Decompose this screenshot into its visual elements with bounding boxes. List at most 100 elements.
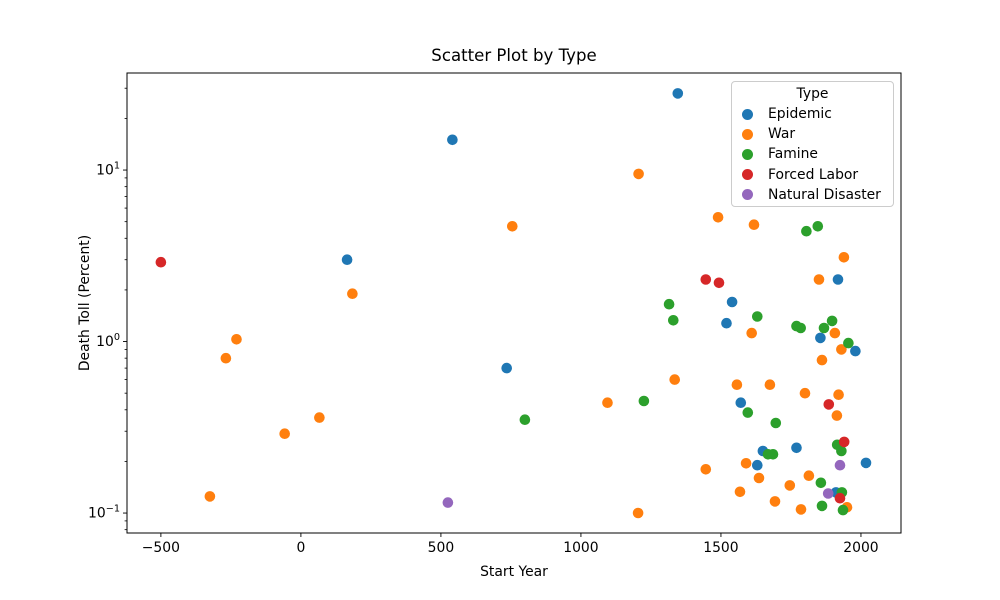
data-point <box>231 334 242 345</box>
y-tick-label: 100 <box>96 332 120 350</box>
data-point <box>833 389 844 401</box>
data-point <box>795 322 806 334</box>
data-point <box>770 417 782 429</box>
x-tick-label: −500 <box>142 540 180 556</box>
data-point <box>633 168 644 180</box>
y-axis-ticks: 101 100 10−1 <box>88 161 127 522</box>
data-point <box>700 464 712 475</box>
data-point <box>822 488 834 499</box>
legend: Type Epidemic War Famine Forced Labor Natura… <box>731 81 894 207</box>
data-point <box>752 311 763 322</box>
data-point <box>816 500 828 512</box>
legend-marker-icon <box>742 128 753 140</box>
data-point <box>638 395 650 407</box>
data-point <box>753 472 765 484</box>
data-point <box>632 507 644 519</box>
data-point <box>519 414 531 426</box>
data-point <box>801 225 812 237</box>
data-point <box>795 504 807 515</box>
y-axis-label: Death Toll (Percent) <box>77 234 93 372</box>
data-point <box>838 436 850 448</box>
data-point <box>831 410 843 421</box>
data-point <box>829 327 841 339</box>
data-point <box>837 504 849 516</box>
data-point <box>341 254 353 265</box>
data-point <box>784 480 796 491</box>
legend-item-war: War <box>732 124 893 144</box>
y-tick-label: 10−1 <box>88 504 120 522</box>
data-point <box>279 428 291 440</box>
data-point <box>860 457 872 469</box>
axes-spines <box>126 72 902 534</box>
legend-item-epidemic: Epidemic <box>732 104 893 124</box>
data-points-famine <box>519 221 854 516</box>
legend-marker-icon <box>742 108 753 120</box>
data-point <box>838 251 850 263</box>
data-point <box>748 219 760 230</box>
legend-marker-icon <box>742 189 753 201</box>
data-point <box>813 274 825 285</box>
data-point <box>447 134 458 146</box>
data-point <box>672 88 684 99</box>
data-point <box>769 496 781 507</box>
data-point <box>834 492 846 504</box>
data-point <box>501 362 512 374</box>
data-point <box>746 327 757 339</box>
data-point <box>850 345 861 357</box>
data-point <box>815 332 826 344</box>
x-tick-label: 2000 <box>843 540 878 556</box>
legend-marker-icon <box>742 169 753 181</box>
legend-item-forced-labor: Forced Labor <box>732 165 893 185</box>
data-point <box>803 470 815 482</box>
data-point <box>834 459 846 471</box>
data-point <box>155 256 167 268</box>
legend-items: Epidemic War Famine Forced Labor Natural Dis… <box>732 104 893 205</box>
data-point <box>712 212 724 223</box>
data-point <box>832 274 844 285</box>
data-point <box>220 352 232 364</box>
data-point <box>752 459 763 471</box>
data-point <box>726 296 738 308</box>
data-point <box>668 315 679 326</box>
data-point <box>815 477 827 489</box>
legend-item-label: Famine <box>768 146 818 163</box>
data-point <box>812 221 824 232</box>
data-point <box>204 491 216 502</box>
data-point <box>507 221 518 232</box>
y-tick-label: 101 <box>96 161 120 179</box>
legend-item-label: Epidemic <box>768 106 832 123</box>
data-point <box>836 344 847 355</box>
data-point <box>314 412 325 423</box>
legend-item-natural-disaster: Natural Disaster <box>732 185 893 205</box>
data-point <box>721 317 732 329</box>
data-point <box>731 379 743 391</box>
legend-item-famine: Famine <box>732 144 893 164</box>
x-tick-label: 1500 <box>703 540 738 556</box>
data-point <box>767 449 779 460</box>
legend-item-label: War <box>768 126 796 143</box>
legend-marker-icon <box>742 148 753 160</box>
data-point <box>602 397 613 409</box>
data-point <box>764 379 776 391</box>
data-point <box>740 458 752 469</box>
data-point <box>816 354 828 366</box>
data-points-epidemic <box>341 88 872 498</box>
data-point <box>799 387 811 399</box>
chart-title: Scatter Plot by Type <box>431 46 597 65</box>
data-point <box>734 486 746 498</box>
data-point <box>843 337 854 349</box>
x-axis-label: Start Year <box>480 564 548 580</box>
data-point <box>823 399 835 410</box>
x-tick-label: 500 <box>428 540 455 556</box>
data-point <box>742 407 754 418</box>
data-point <box>735 397 747 409</box>
data-point <box>700 274 712 285</box>
data-point <box>791 442 802 454</box>
legend-item-label: Natural Disaster <box>768 186 881 203</box>
data-point <box>826 315 838 327</box>
x-tick-label: 1000 <box>563 540 598 556</box>
data-point <box>347 288 358 300</box>
data-point <box>663 298 675 310</box>
